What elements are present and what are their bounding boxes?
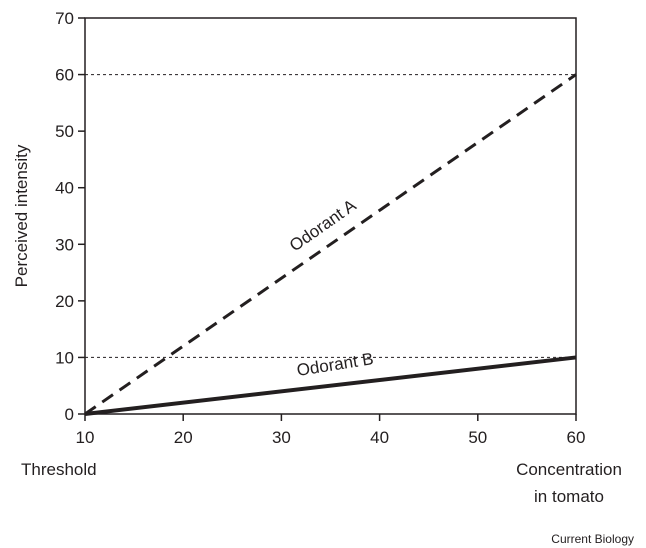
x-axis-ticks: 10 20 30 40 50 60: [76, 414, 586, 447]
x-tick-label-60: 60: [567, 428, 586, 447]
y-tick-label-0: 0: [65, 405, 74, 424]
reference-lines: [85, 74, 576, 358]
x-tick-label-30: 30: [272, 428, 291, 447]
x-tick-label-40: 40: [370, 428, 389, 447]
x-axis-label-right-line1: Concentration: [516, 460, 622, 479]
y-axis-label: Perceived intensity: [12, 144, 31, 287]
credit-text: Current Biology: [551, 532, 634, 546]
x-tick-label-20: 20: [174, 428, 193, 447]
x-tick-label-10: 10: [76, 428, 95, 447]
y-tick-label-50: 50: [55, 122, 74, 141]
series-label-odorant-a: Odorant A: [286, 195, 360, 255]
y-tick-label-70: 70: [55, 9, 74, 28]
y-tick-label-20: 20: [55, 292, 74, 311]
x-tick-label-50: 50: [468, 428, 487, 447]
y-tick-label-30: 30: [55, 235, 74, 254]
y-tick-label-40: 40: [55, 179, 74, 198]
series-layer: [84, 73, 577, 416]
x-axis-label-left: Threshold: [21, 460, 97, 479]
x-axis-label-right-line2: in tomato: [534, 487, 604, 506]
y-axis-ticks: 0 10 20 30 40 50 60 70: [55, 9, 85, 424]
y-tick-label-60: 60: [55, 66, 74, 85]
series-line-odorant-a: [84, 73, 577, 416]
y-tick-label-10: 10: [55, 348, 74, 367]
series-line-odorant-b: [84, 355, 577, 416]
series-label-odorant-b: Odorant B: [295, 349, 375, 380]
plot-frame: [84, 17, 577, 415]
